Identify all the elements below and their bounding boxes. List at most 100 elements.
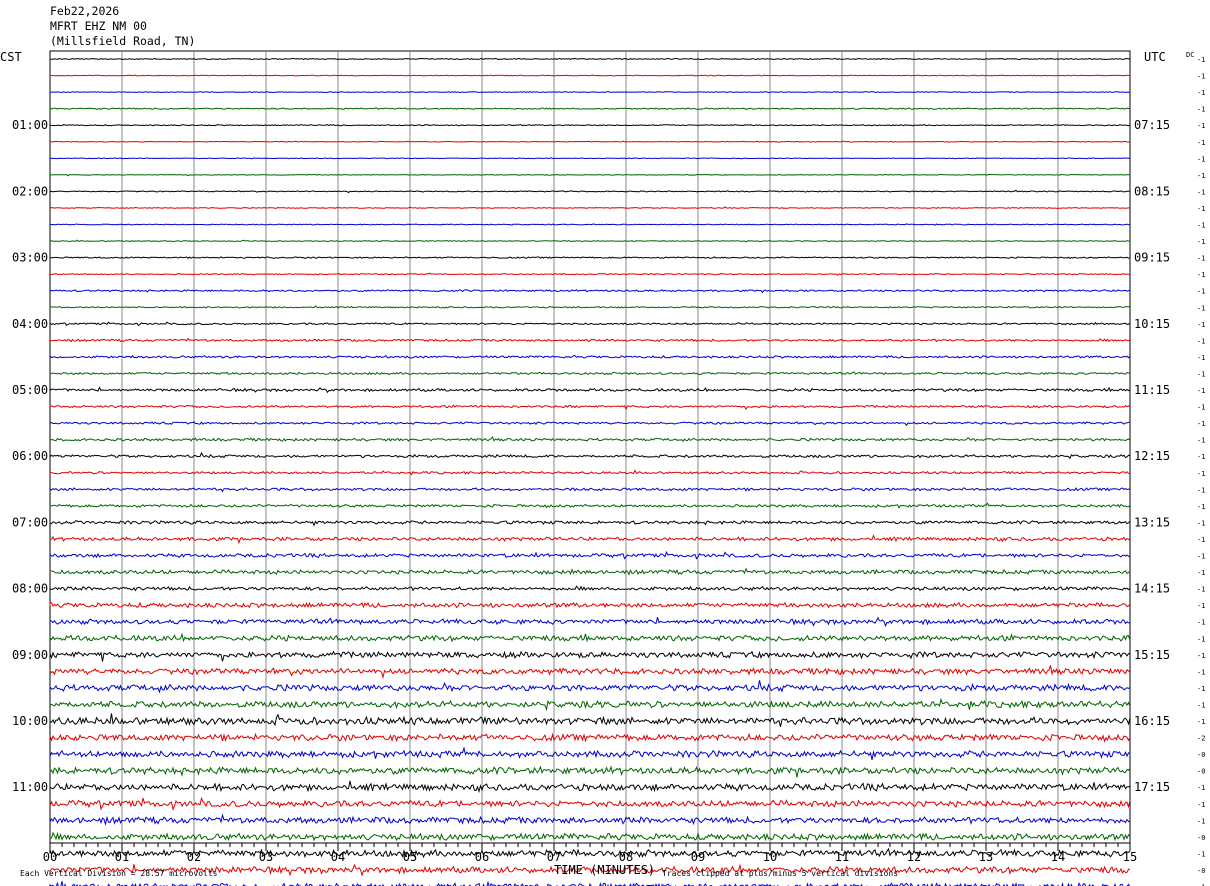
trace-line [49, 74, 1131, 77]
trace-line [49, 632, 1131, 643]
dc-offset-label: -1 [1197, 122, 1205, 130]
dc-offset-label: -1 [1197, 784, 1205, 792]
dc-offset-label: -1 [1197, 453, 1205, 461]
dc-offset-label: -1 [1197, 685, 1205, 693]
trace-line [49, 616, 1131, 628]
dc-offset-label: -1 [1197, 304, 1205, 312]
left-hour-label: 11:00 [12, 780, 48, 794]
label-group: 00 01 02 03 04 05 06 07 08 09 10 11 12 13 14 15 -1 -1 -1 -1… [12, 56, 1205, 886]
left-hour-label: 09:00 [12, 648, 48, 662]
plot-frame [49, 50, 1131, 844]
trace-line [49, 567, 1131, 576]
trace-line [49, 665, 1131, 680]
trace-line [49, 502, 1131, 509]
x-tick-label: 11 [835, 850, 849, 864]
x-tick-label: 14 [1051, 850, 1065, 864]
trace-line [49, 813, 1131, 827]
dc-offset-label: -1 [1197, 718, 1205, 726]
dc-offset-label: -1 [1197, 420, 1205, 428]
trace-line [49, 206, 1130, 210]
dc-offset-label: -1 [1197, 702, 1205, 710]
scale-note: Each Vertical Division = 28.57 microvolt… [20, 869, 218, 878]
trace-line [49, 765, 1131, 778]
dc-offset-label: -0 [1197, 867, 1205, 875]
left-hour-label: 03:00 [12, 251, 48, 265]
trace-line [49, 289, 1131, 294]
dc-offset-label: -1 [1197, 89, 1205, 97]
trace-line [49, 107, 1131, 111]
trace-line [49, 697, 1131, 712]
trace-line [49, 713, 1131, 727]
trace-line [49, 321, 1131, 327]
x-tick-label: 10 [763, 850, 777, 864]
left-hour-label: 04:00 [12, 317, 48, 331]
header-location: (Millsfield Road, TN) [50, 34, 196, 48]
dc-offset-label: -1 [1197, 321, 1205, 329]
dc-offset-label: -1 [1197, 404, 1205, 412]
dc-offset-label: -1 [1197, 586, 1205, 594]
dc-offset-label: -1 [1197, 503, 1205, 511]
trace-line [49, 173, 1131, 177]
dc-offset-label: -1 [1197, 188, 1205, 196]
trace-line [49, 650, 1131, 662]
right-hour-label: 07:15 [1134, 118, 1170, 132]
dc-offset-label: -1 [1197, 850, 1205, 858]
dc-offset-label: -1 [1197, 106, 1205, 114]
trace-line [49, 534, 1131, 545]
trace-line [49, 90, 1131, 94]
trace-line [49, 746, 1131, 761]
trace-line [49, 305, 1131, 309]
dc-offset-label: -1 [1197, 470, 1205, 478]
right-hour-label: 12:15 [1134, 449, 1170, 463]
right-hour-label: 11:15 [1134, 383, 1170, 397]
dc-offset-label: -1 [1197, 387, 1205, 395]
trace-line [49, 601, 1131, 609]
trace-line [49, 796, 1131, 811]
dc-offset-label: -1 [1197, 602, 1205, 610]
dc-offset-label: -1 [1197, 884, 1205, 886]
trace-line [49, 57, 1131, 61]
dc-offset-label: -1 [1197, 370, 1205, 378]
dc-offset-label: -1 [1197, 205, 1205, 213]
trace-line [49, 863, 1131, 877]
dc-offset-label: -1 [1197, 271, 1205, 279]
header-date: Feb22,2026 [50, 4, 120, 18]
dc-offset-label: -1 [1197, 668, 1205, 676]
right-hour-label: 14:15 [1134, 582, 1170, 596]
x-axis-label: TIME (MINUTES) [554, 863, 655, 877]
right-hour-label: 08:15 [1134, 184, 1170, 198]
trace-line [49, 469, 1131, 476]
dc-offset-label: -1 [1197, 255, 1205, 263]
left-hour-label: 05:00 [12, 383, 48, 397]
trace-line [49, 680, 1131, 694]
trace-line [49, 880, 1131, 886]
left-hour-label: 08:00 [12, 582, 48, 596]
dc-offset-label: -1 [1197, 155, 1205, 163]
trace-line [49, 124, 1131, 127]
x-tick-label: 00 [43, 850, 57, 864]
trace-line [49, 140, 1131, 143]
dc-offset-label: -1 [1197, 73, 1205, 81]
x-tick-label: 08 [619, 850, 633, 864]
trace-line [49, 519, 1131, 527]
right-hour-label: 13:15 [1134, 515, 1170, 529]
left-hour-label: 02:00 [12, 184, 48, 198]
x-tick-label: 05 [403, 850, 417, 864]
dc-offset-label: -0 [1197, 834, 1205, 842]
x-tick-label: 03 [259, 850, 273, 864]
trace-line [49, 386, 1131, 394]
x-tick-label: 07 [547, 850, 561, 864]
trace-line [49, 157, 1131, 160]
dc-offset-label: -1 [1197, 553, 1205, 561]
x-tick-label: 01 [115, 850, 129, 864]
trace-line [49, 435, 1131, 443]
right-hour-label: 15:15 [1134, 648, 1170, 662]
dc-offset-label: -1 [1197, 288, 1205, 296]
dc-offset-label: -1 [1197, 536, 1205, 544]
left-hour-label: 06:00 [12, 449, 48, 463]
x-tick-label: 09 [691, 850, 705, 864]
x-tick-label: 04 [331, 850, 345, 864]
dc-label: DC [1186, 51, 1194, 59]
trace-line [49, 550, 1131, 560]
trace-line [49, 831, 1131, 842]
